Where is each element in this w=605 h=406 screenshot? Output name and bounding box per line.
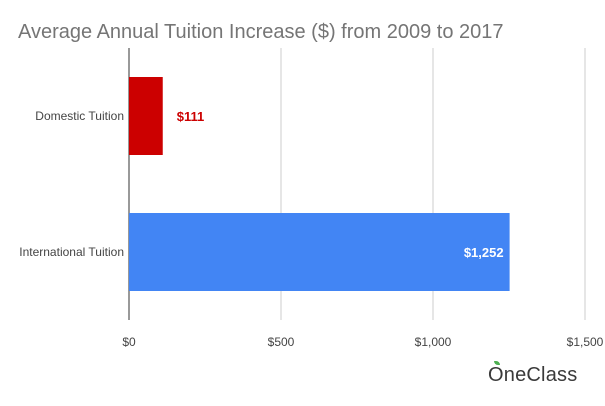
x-tick-label: $1,000 <box>415 335 452 349</box>
x-tick-label: $500 <box>268 335 295 349</box>
data-label: $1,252 <box>464 245 504 260</box>
data-labels: $111 $1,252 <box>177 109 504 260</box>
chart-title: Average Annual Tuition Increase ($) from… <box>18 21 504 43</box>
x-tick-label: $1,500 <box>567 335 604 349</box>
category-label: International Tuition <box>19 245 124 259</box>
oneclass-logo: OneClass <box>488 361 578 387</box>
leaf-icon <box>494 361 500 365</box>
brand-name: OneClass <box>488 364 578 386</box>
category-label: Domestic Tuition <box>35 109 124 123</box>
bars <box>129 77 510 291</box>
x-axis-ticks: $0 $500 $1,000 $1,500 <box>122 335 603 349</box>
data-label: $111 <box>177 109 205 124</box>
bar <box>129 77 163 155</box>
bar <box>129 213 510 291</box>
x-tick-label: $0 <box>122 335 136 349</box>
category-labels: Domestic Tuition International Tuition <box>19 109 124 259</box>
